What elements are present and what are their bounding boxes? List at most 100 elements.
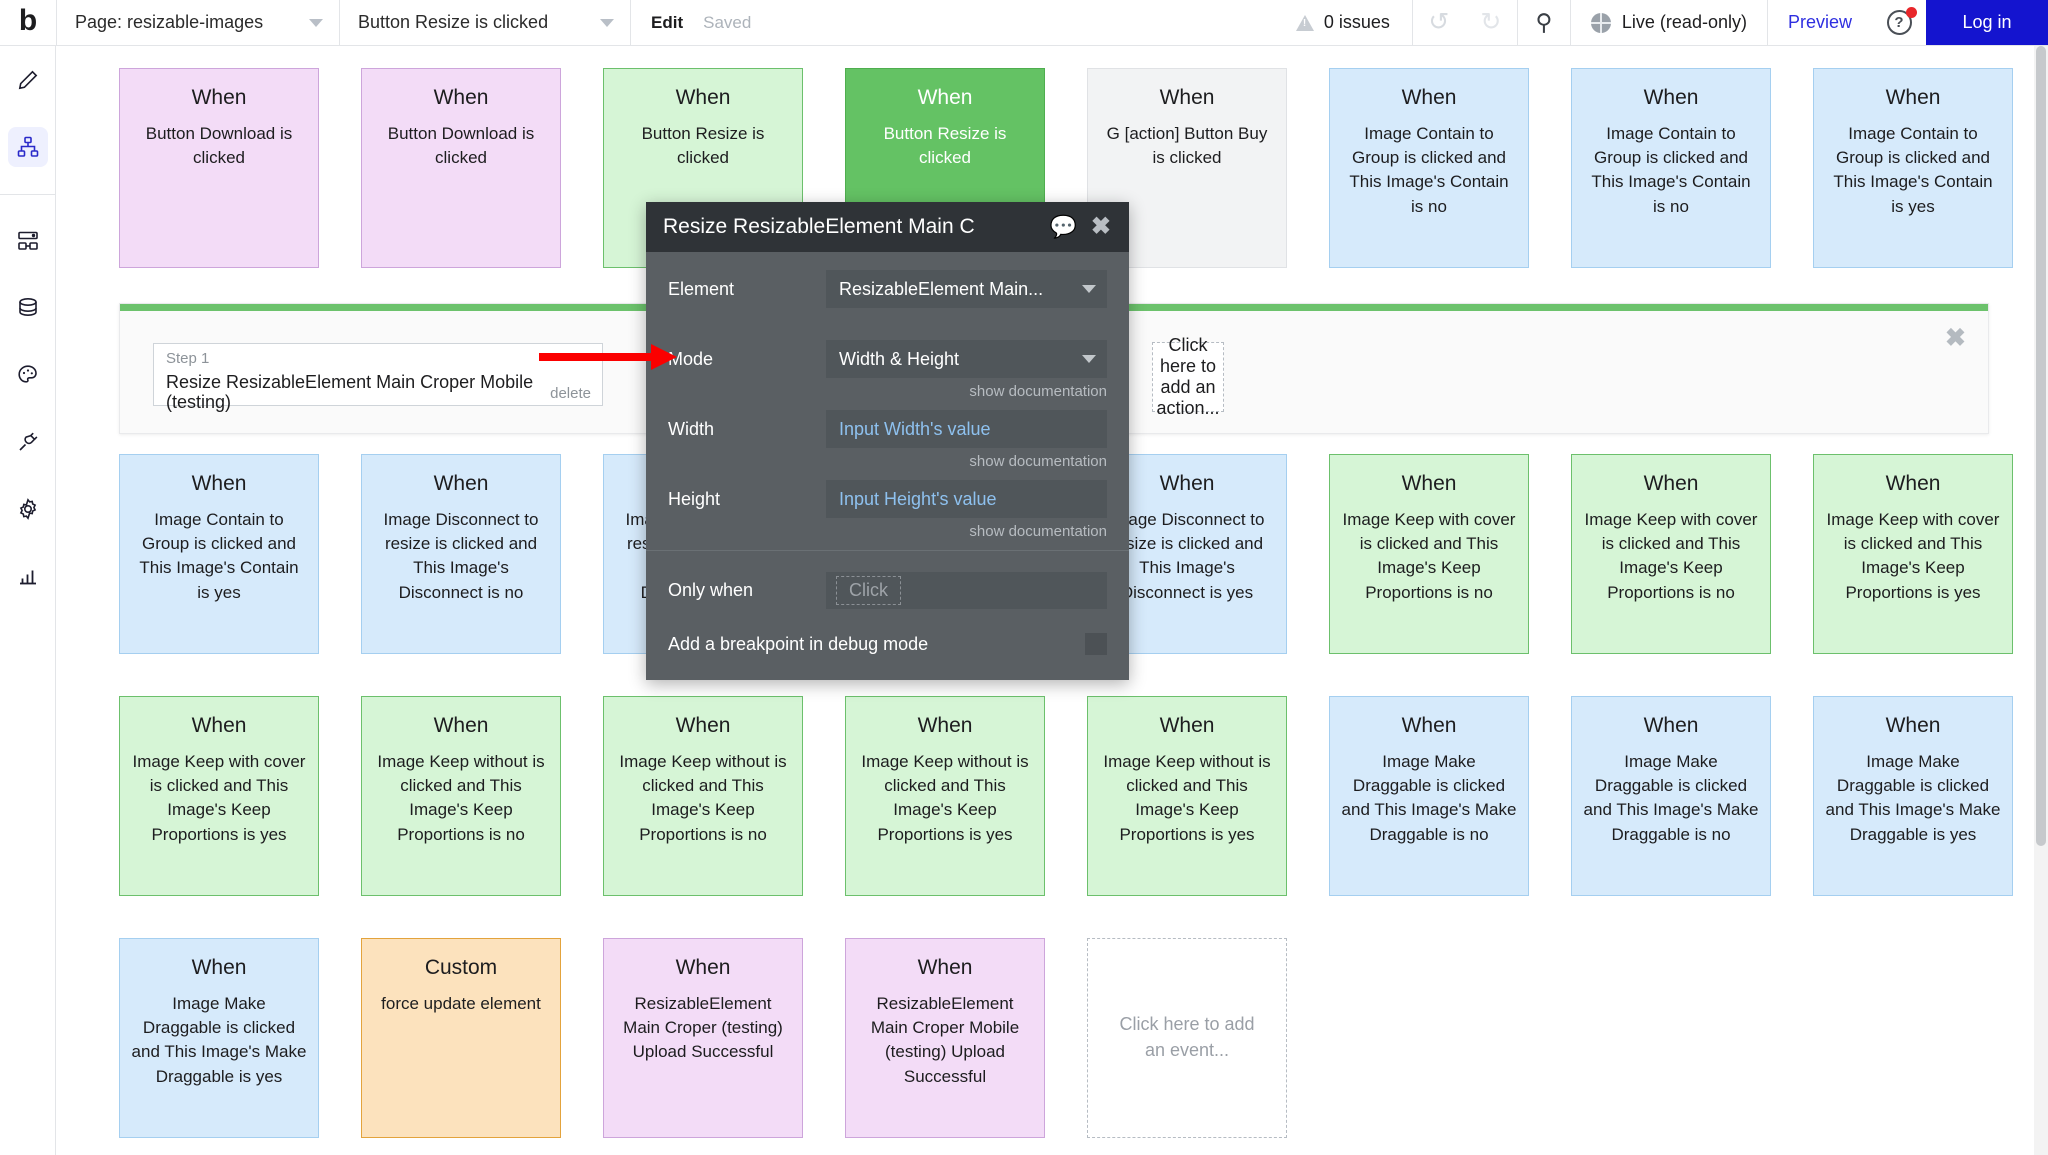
field-mode-dropdown[interactable]: Width & Height [826,340,1107,378]
event-card-description: Button Download is clicked [145,124,293,168]
event-card[interactable]: When Image Make Draggable is clicked and … [1813,696,2013,896]
modal-body: Element ResizableElement Main... . Mode … [646,252,1129,655]
event-card[interactable]: When Image Keep with cover is clicked and… [1813,454,2013,654]
event-card[interactable]: When Image Make Draggable is clicked and … [119,938,319,1138]
event-selector[interactable]: Button Resize is clicked [340,0,630,45]
event-card-kind: When [191,86,247,109]
sidebar-item-styles[interactable] [8,355,48,395]
event-card-kind: When [1643,472,1699,495]
sidebar-item-design[interactable] [8,60,48,100]
event-card-kind: When [1643,86,1699,109]
page-selector[interactable]: Page: resizable-images [57,0,339,45]
event-card[interactable]: When Image Keep with cover is clicked and… [119,696,319,896]
field-width-doc-link[interactable]: show documentation [969,453,1107,470]
event-card[interactable]: Custom force update element [361,938,561,1138]
workflow-panel-close-icon[interactable]: ✖ [1945,324,1966,352]
event-selector-value: Button Resize is clicked [358,12,549,32]
issues-indicator[interactable]: 0 issues [1274,0,1412,45]
event-card[interactable]: When Image Contain to Group is clicked an… [119,454,319,654]
annotation-arrow-icon [539,344,677,370]
action-properties-modal: Resize ResizableElement Main C 💬 ✖ Eleme… [646,202,1129,680]
divider [1516,0,1518,45]
event-card[interactable]: When Image Disconnect to resize is clicke… [361,454,561,654]
event-card[interactable]: When Image Contain to Group is clicked an… [1813,68,2013,268]
event-card[interactable]: When Button Download is clicked [119,68,319,268]
event-card[interactable]: When Image Keep without is clicked and Th… [361,696,561,896]
click-placeholder-chip: Click [836,576,901,605]
warning-triangle-icon [1295,14,1314,31]
field-width-value: Input Width's value [839,418,991,439]
divider [1569,0,1571,45]
event-card-kind: When [675,956,731,979]
event-card[interactable]: When Image Keep with cover is clicked and… [1571,454,1771,654]
field-width-expression[interactable]: Input Width's value [826,410,1107,448]
login-button[interactable]: Log in [1926,0,2048,45]
divider [646,550,1129,551]
chevron-down-icon [1082,285,1096,293]
event-card-description: Button Resize is clicked [883,124,1007,168]
event-card[interactable]: When ResizableElement Main Croper Mobile … [845,938,1045,1138]
event-card-kind: When [1159,86,1215,109]
pencil-icon [18,70,37,90]
sidebar-item-plugins[interactable] [8,422,48,462]
event-card[interactable]: When Image Keep without is clicked and Th… [603,696,803,896]
event-card-description: ResizableElement Main Croper (testing) U… [623,994,783,1062]
scrollbar-thumb[interactable] [2036,46,2046,846]
event-card-description: Image Keep without is clicked and This I… [861,752,1029,844]
sidebar-item-workflow[interactable] [7,127,48,167]
event-card[interactable]: When ResizableElement Main Croper (testin… [603,938,803,1138]
event-card-description: Image Disconnect to resize is clicked an… [1109,510,1265,602]
event-card[interactable]: When Image Make Draggable is clicked and … [1571,696,1771,896]
sidebar-item-elements[interactable] [8,221,48,261]
sidebar-item-logs[interactable] [8,556,48,596]
vertical-scrollbar[interactable] [2034,46,2048,1155]
comment-icon[interactable]: 💬 [1049,214,1077,239]
search-icon: ⚲ [1535,9,1553,35]
redo-button[interactable]: ↻ [1465,0,1517,45]
edit-tab[interactable]: Edit [651,12,684,32]
divider [630,0,631,45]
event-card[interactable]: When Image Contain to Group is clicked an… [1329,68,1529,268]
field-mode-doc-link[interactable]: show documentation [969,383,1107,400]
field-height-expression[interactable]: Input Height's value [826,480,1107,518]
undo-button[interactable]: ↺ [1413,0,1465,45]
add-action-placeholder[interactable]: Click here to add an action... [1152,335,1224,418]
event-card[interactable]: When Image Keep without is clicked and Th… [1087,696,1287,896]
event-card[interactable]: When Image Keep without is clicked and Th… [845,696,1045,896]
elements-icon [17,231,38,250]
event-card-kind: When [1159,472,1215,495]
event-card[interactable]: When Image Contain to Group is clicked an… [1571,68,1771,268]
event-card-kind: When [917,86,973,109]
sidebar-item-database[interactable] [8,288,48,328]
undo-icon: ↺ [1428,8,1450,36]
breakpoint-checkbox[interactable] [1085,633,1107,655]
toolbar-spacer [771,0,1274,45]
sidebar-item-settings[interactable] [8,489,48,529]
close-icon[interactable]: ✖ [1090,213,1111,240]
preview-button[interactable]: Preview [1787,12,1852,32]
event-card-kind: When [675,714,731,737]
workflow-step-delete[interactable]: delete [550,385,591,402]
event-card[interactable]: When Image Keep with cover is clicked and… [1329,454,1529,654]
search-button[interactable]: ⚲ [1518,0,1570,45]
field-element-dropdown[interactable]: ResizableElement Main... [826,270,1107,308]
event-card-description: Image Keep with cover is clicked and Thi… [1342,510,1516,602]
help-button[interactable]: ? [1872,0,1926,45]
field-height-label: Height [668,488,721,509]
add-event-placeholder[interactable]: Click here to add an event... [1087,938,1287,1138]
event-card-kind: When [675,86,731,109]
event-card[interactable]: When Image Make Draggable is clicked and … [1329,696,1529,896]
field-only-when-input[interactable]: Click [826,572,1107,609]
event-card-description: Image Make Draggable is clicked and This… [1583,752,1759,844]
breakpoint-row: Add a breakpoint in debug mode [668,633,1107,655]
question-mark-icon: ? [1886,10,1912,35]
chevron-down-icon [309,18,323,27]
field-height-doc-link[interactable]: show documentation [969,523,1107,540]
live-mode-selector[interactable]: Live (read-only) [1571,0,1767,45]
event-card[interactable]: When Button Download is clicked [361,68,561,268]
bubble-logo[interactable]: b [18,4,38,37]
workflow-step-1[interactable]: Step 1 Resize ResizableElement Main Crop… [153,343,603,412]
workflow-step-number: Step 1 [166,350,210,367]
field-height: Height Input Height's value [668,480,1107,518]
palette-icon [17,365,37,383]
